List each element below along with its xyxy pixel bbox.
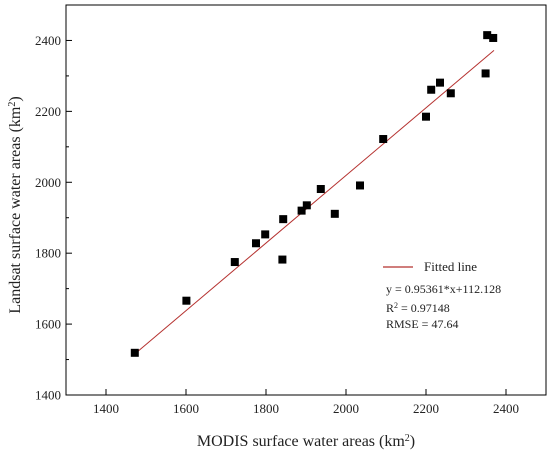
scatter-point (489, 33, 498, 42)
regression-equation: y = 0.95361*x+112.128 (386, 282, 501, 296)
legend-label-fitted-line: Fitted line (424, 259, 477, 274)
scatter-point (379, 135, 388, 144)
x-tick-label: 1600 (173, 401, 199, 416)
x-tick-label: 2200 (413, 401, 439, 416)
x-axis-title-superscript: 2 (405, 433, 410, 444)
scatter-point (330, 209, 339, 218)
x-axis-title-main: MODIS surface water areas (km (197, 433, 405, 450)
scatter-point (356, 181, 364, 190)
data-marks (130, 31, 498, 357)
x-tick-label: 2000 (333, 401, 359, 416)
scatter-point (316, 185, 325, 194)
scatter-point (422, 112, 430, 121)
scatter-point (230, 258, 239, 267)
scatter-point (483, 31, 492, 40)
x-tick-label: 1400 (93, 401, 119, 416)
axis-ticks: 1400 1600 1800 2000 2200 2400 1400 1600 1800 2000… (35, 33, 519, 416)
y-tick-label: 1400 (35, 388, 61, 403)
y-axis-title: Landsat surface water areas (km2) (7, 96, 25, 313)
scatter-point (436, 78, 444, 87)
r-squared-value: R2 = 0.97148 (386, 301, 450, 316)
y-axis-title-suffix: ) (7, 96, 24, 101)
y-tick-label: 1600 (35, 317, 61, 332)
scatter-point (481, 69, 490, 78)
r-squared-prefix: R (386, 301, 394, 315)
plot-area (65, 4, 547, 396)
r-squared-superscript: 2 (394, 301, 398, 310)
x-axis-title-suffix: ) (410, 433, 415, 450)
x-tick-label: 2400 (493, 401, 519, 416)
x-axis-title: MODIS surface water areas (km2) (197, 433, 415, 451)
scatter-point (278, 255, 287, 264)
scatter-point (446, 89, 455, 98)
r-squared-suffix: = 0.97148 (398, 301, 450, 315)
scatter-point (252, 239, 260, 248)
rmse-value: RMSE = 47.64 (386, 317, 458, 331)
scatter-point (427, 85, 436, 94)
y-axis-title-main: Landsat surface water areas (km (7, 106, 24, 314)
y-axis-title-superscript: 2 (7, 102, 18, 107)
x-tick-label: 1800 (253, 401, 279, 416)
regression-statistics: y = 0.95361*x+112.128 R2 = 0.97148 RMSE … (386, 282, 501, 331)
y-tick-label: 2000 (35, 175, 61, 190)
plot-frame (65, 4, 547, 396)
scatter-point (261, 230, 270, 239)
legend: Fitted line (383, 259, 477, 274)
y-tick-label: 2200 (35, 104, 61, 119)
scatter-point (297, 206, 306, 215)
scatter-point (182, 296, 191, 305)
fitted-line (133, 49, 495, 355)
scatter-point (302, 201, 311, 210)
scatter-point (130, 348, 139, 357)
y-tick-label: 2400 (35, 33, 61, 48)
scatter-point (279, 215, 288, 224)
y-tick-label: 1800 (35, 246, 61, 261)
